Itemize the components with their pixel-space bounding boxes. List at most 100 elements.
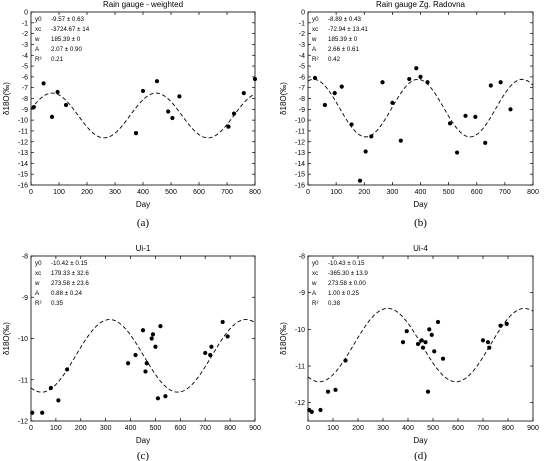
data-point [325, 389, 331, 394]
x-tick-label: 700 [477, 425, 489, 432]
x-tick-label: 100 [53, 189, 65, 196]
x-tick-label: 700 [499, 189, 511, 196]
data-point [208, 352, 213, 358]
data-point [400, 340, 406, 345]
data-point [48, 385, 54, 391]
data-point [125, 361, 131, 366]
y-tick-label: -1 [299, 20, 305, 27]
fit-param-name: R² [312, 300, 319, 307]
y-tick-label: -12 [18, 139, 28, 146]
y-tick-label: 0 [301, 10, 305, 17]
data-point [480, 338, 486, 343]
y-axis-label: δ18O(‰) [279, 322, 288, 355]
fit-param-value: 273.58 ± 23.6 [51, 280, 89, 287]
data-point [418, 74, 423, 79]
fit-param-value: 0.21 [51, 56, 64, 63]
x-tick-label: 200 [81, 189, 93, 196]
fit-param-name: A [312, 46, 317, 53]
x-tick-label: 300 [377, 425, 389, 432]
fit-param-value: 0.88 ± 0.24 [51, 290, 82, 297]
fit-param-value: -8.89 ± 0.43 [328, 16, 362, 23]
data-point [404, 329, 409, 334]
data-point [343, 358, 348, 363]
data-point [144, 361, 149, 366]
y-tick-label: -16 [295, 183, 305, 190]
data-point [163, 394, 168, 399]
y-tick-label: -12 [295, 139, 305, 146]
data-point [133, 131, 139, 136]
data-point [220, 319, 225, 325]
x-tick-label: 100 [327, 425, 339, 432]
y-tick-label: -12 [295, 400, 305, 407]
data-point [332, 90, 337, 96]
x-tick-label: 500 [443, 189, 455, 196]
fit-param-value: -10.43 ± 0.15 [328, 260, 365, 267]
y-tick-label: -11 [295, 128, 305, 135]
data-point [414, 66, 419, 71]
x-tick-label: 100 [330, 189, 342, 196]
fit-param-value: 0.35 [51, 300, 64, 307]
x-tick-label: 400 [137, 189, 149, 196]
fit-param-name: w [311, 280, 317, 287]
y-tick-label: -1 [22, 20, 28, 27]
data-point [41, 81, 46, 86]
y-tick-label: 0 [24, 10, 28, 17]
fit-param-value: -3724.67 ± 14 [51, 26, 90, 33]
y-tick-label: -3 [22, 42, 28, 49]
data-point [420, 345, 426, 350]
data-point [454, 150, 460, 155]
data-point [143, 369, 148, 374]
x-tick-label: 300 [100, 425, 112, 432]
data-point [55, 89, 60, 95]
y-tick-label: -15 [18, 172, 28, 179]
data-point [177, 94, 182, 99]
x-tick-label: 900 [527, 425, 539, 432]
data-point [339, 84, 344, 89]
data-point [487, 345, 492, 350]
x-tick-label: 800 [224, 425, 236, 432]
data-point [427, 327, 432, 332]
x-tick-label: 200 [358, 189, 370, 196]
data-point [56, 398, 61, 403]
fit-param-value: -9.57 ± 0.63 [51, 16, 85, 23]
y-tick-label: -9 [22, 107, 28, 114]
y-axis-label: δ18O(‰) [2, 82, 11, 115]
fit-param-name: y0 [312, 16, 319, 23]
panel-label: (c) [137, 450, 150, 461]
y-tick-label: -9 [299, 290, 305, 297]
data-point [447, 121, 453, 126]
data-point [349, 122, 354, 127]
y-tick-label: -4 [299, 53, 305, 60]
chart-title: Ui-1 [136, 244, 151, 253]
fit-param-name: w [311, 36, 317, 43]
x-tick-label: 400 [402, 425, 414, 432]
y-tick-label: -7 [299, 85, 305, 92]
y-tick-label: -10 [18, 118, 28, 125]
fit-curve [307, 307, 534, 383]
x-axis-label: Day [136, 200, 150, 209]
y-tick-label: -2 [299, 31, 305, 38]
fit-param-name: A [312, 290, 317, 297]
fit-param-name: xc [35, 26, 41, 33]
fit-param-value: 185.39 ± 0 [51, 36, 81, 43]
data-point [155, 396, 161, 401]
data-point [231, 111, 237, 116]
data-point [140, 328, 146, 333]
data-point [30, 410, 35, 415]
data-point [166, 109, 171, 114]
data-point [423, 340, 428, 345]
y-tick-label: -13 [295, 150, 305, 157]
x-tick-label: 300 [109, 189, 121, 196]
y-tick-label: -11 [295, 364, 305, 371]
data-point [158, 324, 163, 329]
plot-frame [307, 255, 534, 422]
y-tick-label: -6 [22, 74, 28, 81]
chart-panel-4: Ui-4 0 100 200 300 400 500 600 700 800 900 -8 -9 -10 -… [279, 244, 539, 461]
data-point [432, 349, 437, 354]
data-point [209, 344, 214, 349]
panel-label: (d) [414, 450, 427, 461]
fit-param-value: -365.30 ± 13.9 [328, 270, 368, 277]
data-point [398, 138, 403, 143]
x-axis-label: Day [136, 436, 150, 445]
x-axis-label: Day [413, 200, 427, 209]
